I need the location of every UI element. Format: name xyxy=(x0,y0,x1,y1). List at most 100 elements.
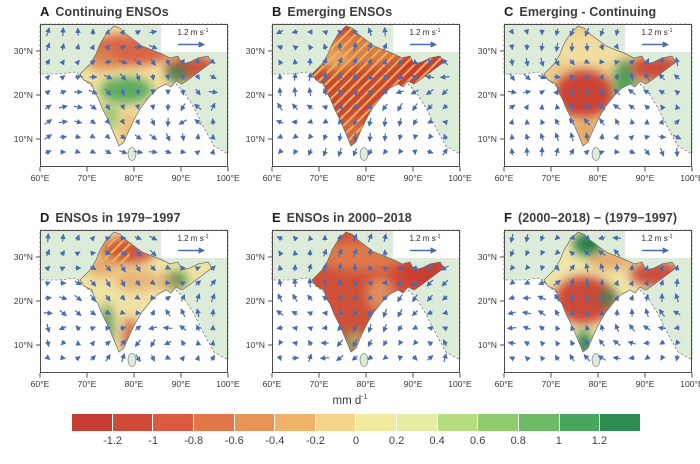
colorbar-tick-label: 0 xyxy=(352,435,360,447)
anomaly-region-central-green xyxy=(100,77,152,103)
colorbar-tick-label: -1 xyxy=(148,435,159,447)
panel-letter: B xyxy=(272,4,282,19)
y-tick-label: 20°N xyxy=(14,296,33,306)
colorbar-segment xyxy=(72,414,112,431)
y-tick-label: 20°N xyxy=(246,296,265,306)
panel-name: (2000−2018) − (1979−1997) xyxy=(517,211,678,225)
y-tick-label: 20°N xyxy=(246,90,265,100)
y-axis: 30°N 20°N 10°N xyxy=(478,46,504,144)
x-tick-label: 80°E xyxy=(357,173,376,183)
sri-lanka xyxy=(359,147,369,161)
panel-letter: A xyxy=(40,4,50,19)
x-tick-label: 70°E xyxy=(78,379,97,389)
panel-title: C Emerging - Continuing xyxy=(504,4,696,21)
x-tick-label: 100°E xyxy=(680,173,700,183)
x-tick-label: 90°E xyxy=(172,173,191,183)
map-plot-B: 1.2 m s-1 30°N 20°N 10°N 60°E 70°E 80°E … xyxy=(246,23,472,183)
x-tick-label: 100°E xyxy=(216,173,240,183)
panel-F: F (2000−2018) − (1979−1997) 1.2 m s-1 30 xyxy=(468,210,700,392)
panel-title: E ENSOs in 2000−2018 xyxy=(272,210,464,227)
colorbar-segment xyxy=(478,414,519,431)
x-axis: 60°E 70°E 80°E 90°E 100°E xyxy=(495,167,700,183)
panel-name: Continuing ENSOs xyxy=(55,5,169,19)
colorbar-segment xyxy=(234,414,275,431)
panel-A: A Continuing ENSOs 1.2 m s-1 30°N 2 xyxy=(4,4,240,186)
reference-vector-label: 1.2 m s-1 xyxy=(177,234,208,243)
wind-vectors xyxy=(44,26,219,156)
sri-lanka xyxy=(127,353,137,367)
panel-D: D ENSOs in 1979−1997 1.2 m s-1 30°N xyxy=(4,210,240,392)
sri-lanka xyxy=(359,353,369,367)
colorbar-segment xyxy=(153,414,193,431)
x-tick-label: 90°E xyxy=(172,379,191,389)
x-axis: 60°E 70°E 80°E 90°E 100°E xyxy=(31,167,240,183)
colorbar-tick-label: -0.4 xyxy=(265,435,285,447)
reference-vector-label: 1.2 m s-1 xyxy=(409,28,440,37)
panel-letter: C xyxy=(504,4,514,19)
colorbar-segment xyxy=(600,414,640,431)
x-tick-label: 60°E xyxy=(31,173,50,183)
colorbar-tick-label: -0.2 xyxy=(305,435,325,447)
panel-name: Emerging ENSOs xyxy=(287,5,393,19)
y-tick-label: 10°N xyxy=(246,340,265,350)
sri-lanka xyxy=(127,147,137,161)
panel-name: Emerging - Continuing xyxy=(519,5,657,19)
colorbar-tick-label: -0.8 xyxy=(184,435,204,447)
colorbar-segment xyxy=(397,414,437,431)
significance-hatching xyxy=(104,238,132,266)
colorbar-segment xyxy=(275,414,315,431)
anomaly-region-northeast-spot xyxy=(167,66,187,82)
reference-vector-box: 1.2 m s-1 xyxy=(161,25,227,52)
panel-title: A Continuing ENSOs xyxy=(40,4,232,21)
map-plot-D: 1.2 m s-1 30°N 20°N 10°N 60°E 70°E 80°E … xyxy=(14,229,240,389)
x-tick-label: 70°E xyxy=(78,173,97,183)
reference-vector-label: 1.2 m s-1 xyxy=(177,28,208,37)
y-tick-label: 20°N xyxy=(478,296,497,306)
colorbar-tick-label: 0.6 xyxy=(470,435,486,447)
plot-frame xyxy=(504,230,692,373)
x-tick-label: 60°E xyxy=(263,173,282,183)
y-tick-label: 30°N xyxy=(478,252,497,262)
plot-frame xyxy=(272,230,460,373)
y-tick-label: 30°N xyxy=(478,46,497,56)
wind-vectors xyxy=(43,232,216,363)
colorbar-unit-exponent: -1 xyxy=(361,394,368,401)
plot-frame xyxy=(272,24,460,167)
colorbar-tick-label: 0.2 xyxy=(388,435,405,447)
x-tick-label: 100°E xyxy=(448,379,472,389)
x-tick-label: 70°E xyxy=(310,173,329,183)
panel-title: F (2000−2018) − (1979−1997) xyxy=(504,210,696,227)
map-plot-C: 1.2 m s-1 30°N 20°N 10°N 60°E 70°E 80°E … xyxy=(478,23,700,183)
anomaly-region-center-east-green xyxy=(599,289,617,307)
reference-vector-label: 1.2 m s-1 xyxy=(409,234,440,243)
y-tick-label: 20°N xyxy=(478,90,497,100)
x-tick-label: 80°E xyxy=(589,173,608,183)
panel-letter: E xyxy=(272,210,281,225)
plot-frame xyxy=(40,24,228,167)
wind-vectors xyxy=(507,27,682,158)
plot-frame xyxy=(504,24,692,167)
map-plot-E: 1.2 m s-1 30°N 20°N 10°N 60°E 70°E 80°E … xyxy=(246,229,472,389)
colorbar-segment xyxy=(519,414,559,431)
x-tick-label: 90°E xyxy=(636,379,655,389)
y-tick-label: 20°N xyxy=(14,90,33,100)
x-tick-label: 100°E xyxy=(680,379,700,389)
y-axis: 30°N 20°N 10°N xyxy=(246,252,272,350)
x-axis: 60°E 70°E 80°E 90°E 100°E xyxy=(495,373,700,389)
y-tick-label: 10°N xyxy=(478,340,497,350)
colorbar-tick-label: -1.2 xyxy=(103,435,123,447)
sri-lanka xyxy=(591,147,601,161)
y-tick-label: 10°N xyxy=(14,134,33,144)
x-tick-label: 60°E xyxy=(31,379,50,389)
panel-B: B Emerging ENSOs 1.2 m s-1 30°N 20° xyxy=(236,4,472,186)
colorbar-tick-label: 1.2 xyxy=(591,435,608,447)
x-tick-label: 70°E xyxy=(310,379,329,389)
wind-vectors xyxy=(275,26,450,157)
wind-vectors xyxy=(275,233,449,363)
colorbar-tick-label: 1 xyxy=(555,435,562,447)
reference-vector-label: 1.2 m s-1 xyxy=(641,234,672,243)
reference-vector-box: 1.2 m s-1 xyxy=(625,25,691,52)
colorbar-segment xyxy=(356,414,397,431)
x-tick-label: 60°E xyxy=(495,173,514,183)
